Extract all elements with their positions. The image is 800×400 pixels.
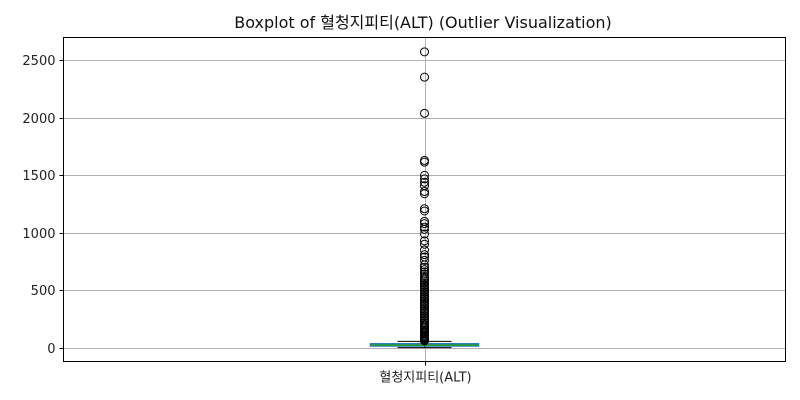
- outlier-point: [420, 157, 429, 167]
- y-tick-label: 1000: [22, 227, 55, 242]
- outlier-point: [420, 245, 429, 255]
- outlier-point: [420, 177, 429, 187]
- outlier-point: [420, 250, 429, 260]
- outlier-point: [420, 336, 429, 346]
- outlier-point: [420, 262, 429, 272]
- outlier-point: [420, 174, 429, 184]
- axes: 0 500 1000 1500 2000 2500 혈청지피티(ALT): [22, 54, 471, 386]
- outlier-point: [420, 204, 429, 214]
- plot-frame: [63, 37, 786, 362]
- outlier-point: [420, 265, 429, 275]
- outlier-point: [420, 260, 429, 270]
- y-tick-label: 2000: [22, 112, 55, 127]
- outlier-point: [420, 155, 429, 165]
- y-tick-label: 2500: [22, 54, 55, 69]
- outlier-point: [420, 229, 429, 239]
- outlier-point: [420, 236, 429, 246]
- outlier-point: [420, 269, 429, 279]
- outlier-point: [420, 108, 429, 118]
- y-tick-label: 0: [47, 342, 55, 357]
- outlier-point: [420, 239, 429, 249]
- outlier-point: [420, 72, 429, 82]
- y-tick-label: 500: [31, 284, 56, 299]
- outlier-point: [420, 206, 429, 216]
- y-tick-label: 1500: [22, 169, 55, 184]
- x-tick-label: 혈청지피티(ALT): [379, 371, 471, 386]
- outlier-point: [420, 224, 429, 234]
- outlier-point: [420, 186, 429, 196]
- outlier-point: [420, 222, 429, 232]
- outlier-point: [420, 189, 429, 199]
- outlier-point: [420, 219, 429, 229]
- chart-title: Boxplot of 혈청지피티(ALT) (Outlier Visualiza…: [234, 13, 612, 32]
- outlier-point: [420, 170, 429, 180]
- outlier-point: [420, 47, 429, 57]
- outlier-point: [420, 255, 429, 265]
- plot-area: [369, 47, 480, 349]
